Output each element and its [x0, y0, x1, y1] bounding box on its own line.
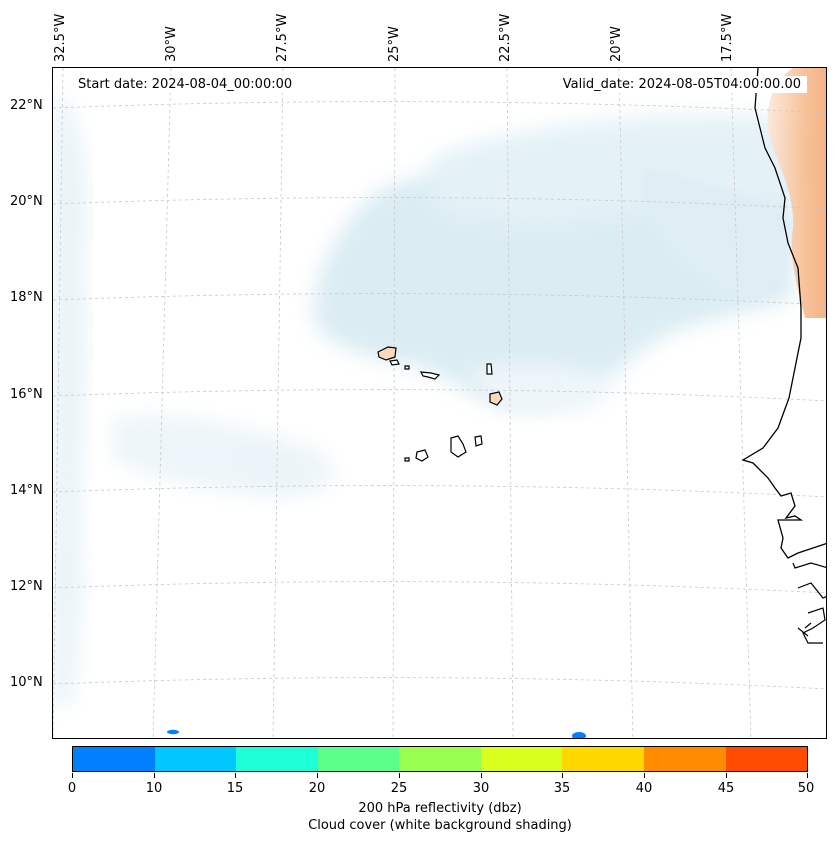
african-coastline [741, 68, 826, 559]
colorbar-tick-label: 50 [797, 781, 815, 796]
colorbar-tick-label: 30 [472, 781, 490, 796]
lat-label: 16°N [10, 387, 43, 402]
lat-label: 20°N [10, 194, 43, 209]
grid-line [730, 68, 752, 738]
colorbar-tick [562, 773, 563, 778]
colorbar-segment [154, 747, 237, 771]
colorbar-segment [725, 747, 808, 771]
lat-label: 22°N [10, 98, 43, 113]
grid-line [53, 485, 826, 498]
colorbar-segment [317, 747, 400, 771]
colorbar-segment [562, 747, 644, 771]
grid-line [53, 677, 826, 690]
map-frame [52, 67, 827, 739]
colorbar-tick [481, 773, 482, 778]
colorbar-subtitle: Cloud cover (white background shading) [308, 818, 572, 833]
start-date-label: Start date: 2024-08-04_00:00:00 [72, 76, 299, 93]
african-coastline [792, 562, 826, 644]
island-santa-luzia [404, 365, 410, 370]
island-sao-vicente [389, 359, 400, 366]
lon-label: 32.5°W [53, 13, 68, 62]
lon-label: 17.5°W [720, 13, 735, 62]
cabo-verde-islands [377, 346, 503, 462]
colorbar-tick-label: 40 [635, 781, 653, 796]
colorbar-tick-label: 20 [308, 781, 326, 796]
colorbar-segment [73, 747, 155, 771]
lat-label: 14°N [10, 483, 43, 498]
colorbar-tick [726, 773, 727, 778]
colorbar-tick-label: 10 [145, 781, 163, 796]
cloud-patch [53, 88, 87, 708]
land-reflectivity-shading [767, 68, 826, 318]
colorbar-tick [72, 773, 73, 778]
colorbar-tick [399, 773, 400, 778]
colorbar-tick [235, 773, 236, 778]
island-sal [486, 363, 493, 375]
lon-label: 20°W [609, 26, 624, 62]
reflectivity-echoes [167, 729, 586, 738]
grid-line [53, 101, 826, 114]
colorbar-segment [236, 747, 318, 771]
colorbar-title: 200 hPa reflectivity (dbz) [358, 801, 522, 816]
island-fogo [415, 449, 429, 462]
grid-line [53, 581, 826, 594]
cloud-patch [643, 168, 793, 298]
colorbar-tick-label: 15 [226, 781, 244, 796]
colorbar-tick [644, 773, 645, 778]
colorbar-tick-label: 35 [553, 781, 571, 796]
colorbar-tick [154, 773, 155, 778]
lon-label: 30°W [164, 26, 179, 62]
grid-line [392, 68, 396, 738]
grid-line [53, 389, 826, 402]
reflectivity-echo [167, 729, 179, 735]
island-maio [474, 435, 483, 447]
lon-label: 27.5°W [275, 13, 290, 62]
lon-label: 22.5°W [498, 13, 513, 62]
colorbar-tick-label: 0 [67, 781, 77, 796]
grid-line [53, 68, 64, 738]
island-sao-nicolau [419, 371, 441, 380]
grid-line [152, 68, 172, 738]
cloud-patch [233, 445, 305, 484]
island-boa-vista [489, 391, 503, 406]
lat-label: 18°N [10, 290, 43, 305]
island-santiago [450, 435, 467, 458]
valid-date-label: Valid_date: 2024-08-05T04:00:00.00 [556, 76, 807, 93]
reflectivity-echo [572, 732, 586, 738]
lat-label: 12°N [10, 579, 43, 594]
colorbar-tick-label: 25 [390, 781, 408, 796]
island-santo-antao [377, 346, 397, 361]
lat-label: 10°N [10, 675, 43, 690]
colorbar-tick-label: 45 [717, 781, 735, 796]
lon-label: 25°W [387, 26, 402, 62]
colorbar-segment [399, 747, 481, 771]
cloud-cover-shading [53, 88, 813, 708]
colorbar [72, 746, 808, 772]
graticule [53, 68, 826, 738]
map-canvas [53, 68, 826, 738]
grid-line [618, 68, 634, 738]
colorbar-tick [317, 773, 318, 778]
grid-line [506, 68, 514, 738]
colorbar-segment [643, 747, 726, 771]
colorbar-segment [480, 747, 563, 771]
island-brava [404, 457, 410, 462]
cloud-patch [472, 363, 613, 413]
grid-line [272, 68, 284, 738]
colorbar-tick [807, 773, 808, 778]
